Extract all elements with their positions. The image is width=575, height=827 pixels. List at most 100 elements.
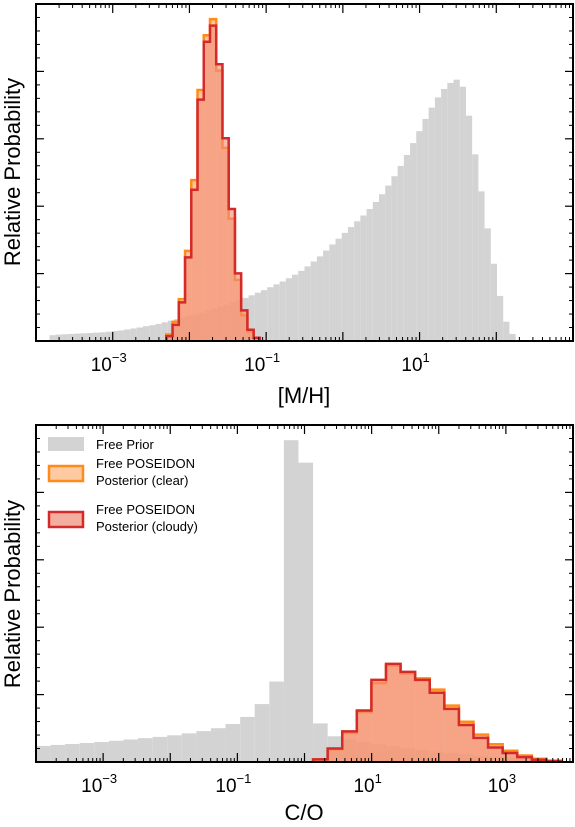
- metallicity-prior-bar: [422, 118, 429, 342]
- carbon-oxygen-cloudy-bar: [502, 752, 518, 762]
- metallicity-cloudy-bar: [197, 99, 204, 342]
- metallicity-prior-bar: [490, 263, 497, 341]
- metallicity-x-tick-label: 10−1: [244, 350, 280, 376]
- metallicity-prior-bar: [459, 86, 466, 341]
- metallicity-prior-bar: [136, 327, 143, 341]
- metallicity-prior-bar: [316, 256, 324, 341]
- metallicity-prior-bar: [86, 332, 94, 341]
- carbon-oxygen-cloudy-bar: [429, 692, 445, 762]
- metallicity-prior-bar: [497, 295, 504, 341]
- carbon-oxygen-cloudy-bar: [342, 731, 357, 762]
- carbon-oxygen-cloudy-bar: [458, 724, 474, 762]
- metallicity-prior-bar: [478, 191, 485, 341]
- metallicity-prior-bar: [428, 107, 435, 341]
- legend-label-cloudy-line2: Posterior (cloudy): [96, 519, 198, 534]
- metallicity-prior-bar: [447, 82, 454, 341]
- metallicity-prior-bar: [441, 89, 448, 341]
- metallicity-prior-bar: [434, 97, 442, 342]
- carbon-oxygen-x-axis-label: C/O: [284, 800, 323, 825]
- metallicity-prior-bar: [366, 209, 373, 341]
- legend-swatch-cloudy: [47, 510, 85, 529]
- carbon-oxygen-cloudy-bar: [415, 679, 430, 762]
- metallicity-prior-bar: [161, 322, 168, 341]
- legend-swatch-clear: [47, 464, 85, 483]
- metallicity-prior-bar: [360, 215, 367, 341]
- metallicity-prior-bar: [285, 278, 293, 341]
- metallicity-prior-bar: [410, 143, 417, 341]
- metallicity-cloudy-bar: [253, 337, 260, 341]
- metallicity-prior-bar: [74, 333, 81, 341]
- carbon-oxygen-prior-bar: [181, 733, 197, 762]
- carbon-oxygen-cloudy-outline: [311, 662, 563, 763]
- carbon-oxygen-cloudy-series: [313, 663, 561, 762]
- carbon-oxygen-prior-bar: [50, 744, 66, 762]
- carbon-oxygen-prior-bar: [196, 731, 211, 762]
- metallicity-prior-bar: [391, 176, 398, 341]
- metallicity-prior-bar: [267, 287, 274, 341]
- metallicity-x-axis-label: [M/H]: [278, 383, 331, 408]
- carbon-oxygen-prior-bar: [313, 723, 328, 762]
- carbon-oxygen-panel: 10−3 10−1 101 103 C/O Relative Probability …: [0, 424, 574, 825]
- legend: Free Prior Free POSEIDON Posterior (clea…: [47, 437, 198, 534]
- carbon-oxygen-prior-bar: [108, 740, 124, 762]
- carbon-oxygen-cloudy-bar: [400, 671, 416, 762]
- metallicity-cloudy-bar: [203, 41, 210, 341]
- metallicity-prior-bar: [124, 329, 131, 341]
- metallicity-cloudy-bar: [247, 329, 254, 341]
- metallicity-cloudy-bar: [191, 189, 198, 341]
- metallicity-axes-frame: [35, 3, 574, 342]
- legend-label-prior: Free Prior: [96, 437, 154, 452]
- metallicity-prior-bar: [503, 321, 510, 341]
- metallicity-prior-bar: [453, 79, 460, 342]
- metallicity-prior-bar: [118, 330, 125, 341]
- metallicity-prior-bar: [80, 333, 87, 341]
- legend-swatch-prior: [48, 437, 84, 451]
- metallicity-prior-bar: [279, 281, 286, 341]
- metallicity-histograms: [49, 17, 516, 342]
- metallicity-prior-bar: [372, 201, 379, 341]
- metallicity-cloudy-bar: [241, 310, 248, 341]
- metallicity-prior-bar: [385, 185, 392, 341]
- carbon-oxygen-cloudy-bar: [517, 757, 532, 762]
- metallicity-prior-bar: [298, 270, 305, 341]
- carbon-oxygen-prior-bar: [225, 724, 241, 762]
- metallicity-y-axis-label: Relative Probability: [0, 78, 25, 266]
- carbon-oxygen-prior-bar: [138, 738, 153, 762]
- metallicity-prior-bar: [347, 227, 355, 341]
- metallicity-prior-bar: [105, 331, 113, 341]
- metallicity-prior-bar: [149, 325, 156, 341]
- metallicity-prior-bar: [112, 331, 119, 341]
- metallicity-cloudy-bar: [210, 25, 217, 341]
- metallicity-prior-bar: [509, 333, 516, 341]
- metallicity-cloudy-outline: [165, 24, 262, 341]
- carbon-oxygen-prior-bar: [65, 743, 80, 762]
- metallicity-prior-bar: [465, 115, 473, 341]
- carbon-oxygen-cloudy-bar: [356, 710, 372, 762]
- metallicity-prior-bar: [484, 228, 491, 341]
- metallicity-prior-series: [49, 79, 516, 342]
- metallicity-prior-bar: [310, 261, 317, 341]
- metallicity-prior-bar: [254, 292, 261, 341]
- carbon-oxygen-prior-bar: [283, 440, 299, 762]
- metallicity-prior-bar: [142, 326, 150, 341]
- carbon-oxygen-cloudy-bar: [327, 748, 343, 762]
- metallicity-prior-bar: [335, 238, 342, 341]
- metallicity-prior-bar: [155, 323, 162, 341]
- metallicity-prior-bar: [341, 232, 348, 341]
- metallicity-prior-bar: [62, 334, 68, 341]
- carbon-oxygen-prior-bar: [79, 743, 95, 762]
- metallicity-ticks: 10−3 10−1 101: [35, 3, 574, 376]
- carbon-oxygen-histograms: [36, 440, 563, 763]
- legend-label-cloudy-line1: Free POSEIDON: [96, 502, 195, 517]
- carbon-oxygen-x-tick-label: 101: [353, 771, 381, 797]
- metallicity-prior-bar: [99, 332, 106, 341]
- metallicity-prior-bar: [416, 131, 423, 341]
- metallicity-cloudy-bar: [185, 257, 192, 341]
- carbon-oxygen-prior-bar: [298, 462, 314, 762]
- carbon-oxygen-x-tick-label: 10−3: [81, 771, 117, 797]
- carbon-oxygen-cloudy-bar: [385, 663, 401, 762]
- carbon-oxygen-prior-bar: [254, 704, 270, 762]
- metallicity-x-tick-label: 101: [401, 350, 429, 376]
- metallicity-cloudy-bar: [222, 138, 229, 341]
- metallicity-prior-bar: [397, 165, 404, 341]
